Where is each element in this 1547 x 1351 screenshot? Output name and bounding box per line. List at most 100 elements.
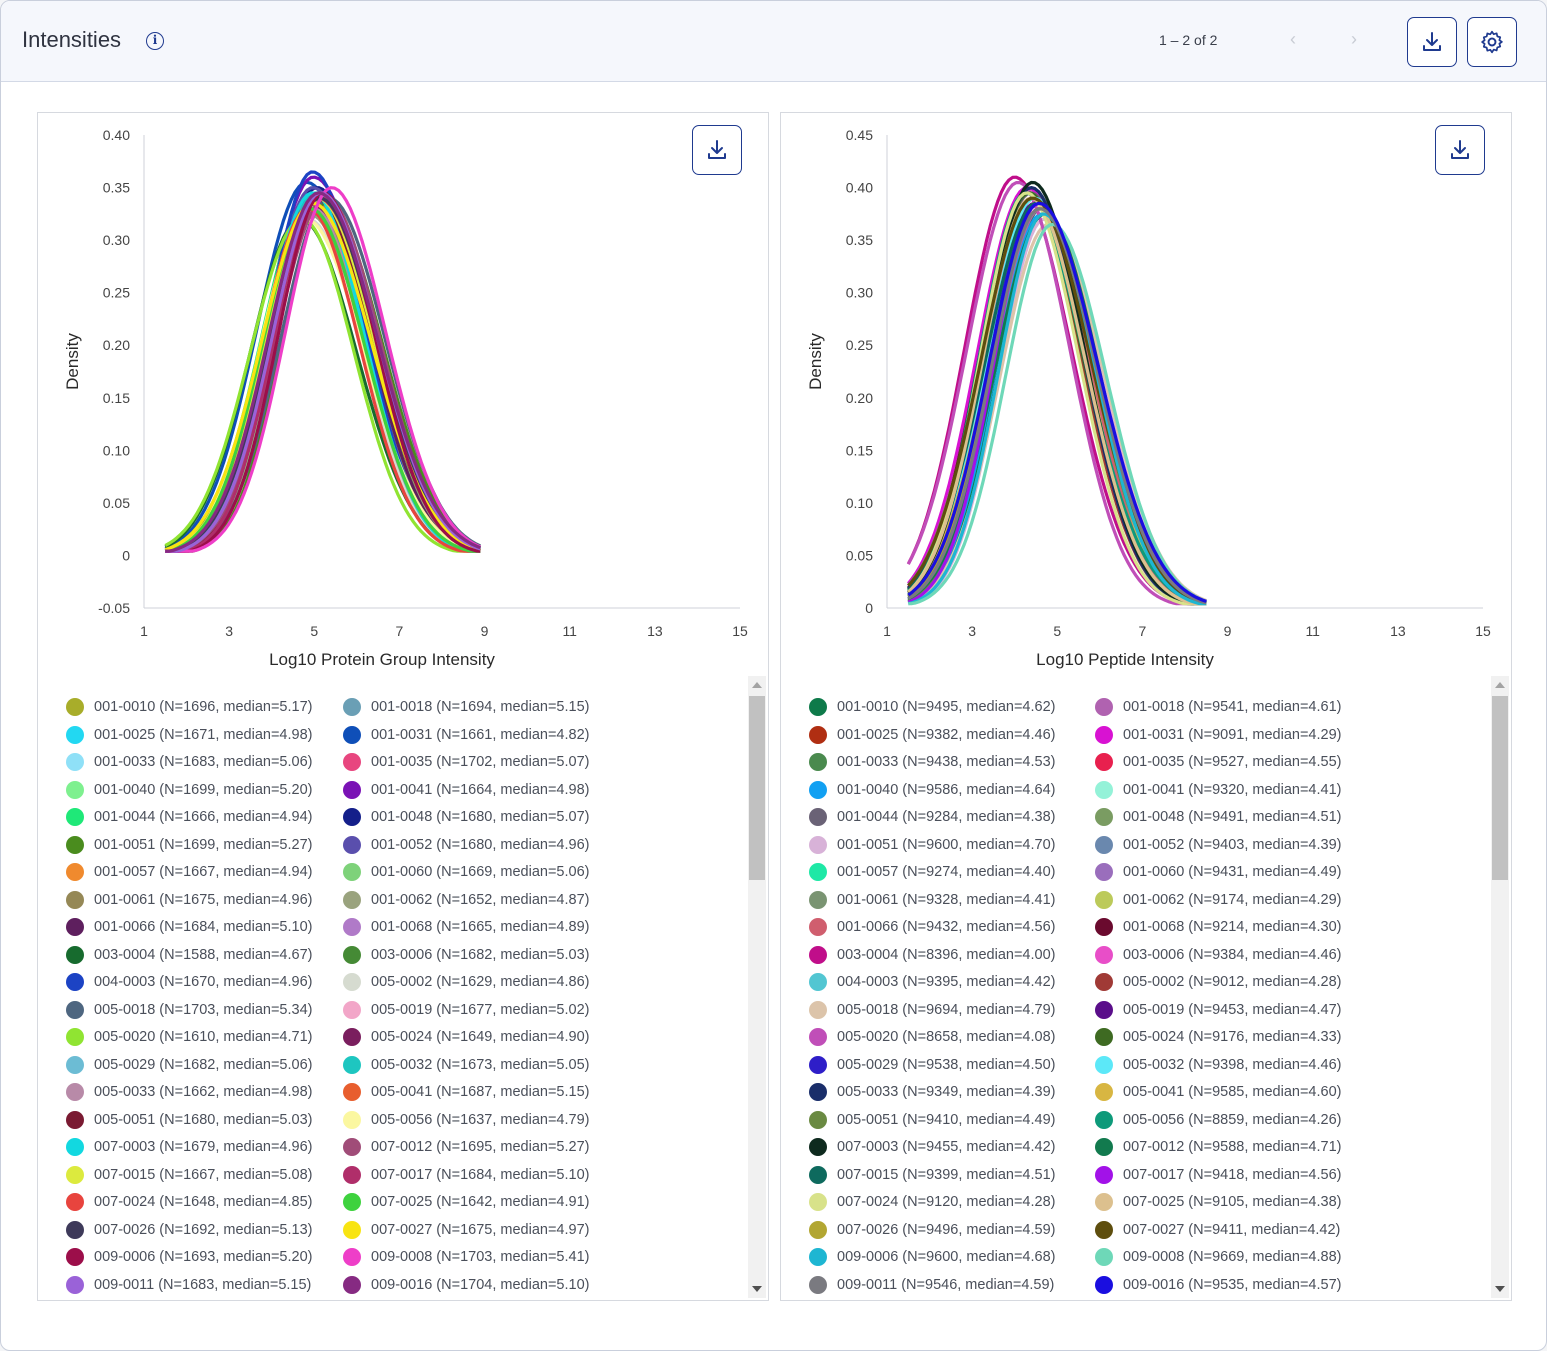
legend-item[interactable]: 004-0003 (N=1670, median=4.96): [66, 971, 312, 993]
legend-item[interactable]: 001-0057 (N=1667, median=4.94): [66, 861, 312, 883]
legend-item[interactable]: 009-0006 (N=9600, median=4.68): [809, 1246, 1055, 1268]
legend-item[interactable]: 009-0006 (N=1693, median=5.20): [66, 1246, 312, 1268]
legend-item[interactable]: 001-0031 (N=9091, median=4.29): [1095, 724, 1341, 746]
legend-item[interactable]: 009-0008 (N=9669, median=4.88): [1095, 1246, 1341, 1268]
legend-item[interactable]: 001-0062 (N=9174, median=4.29): [1095, 889, 1341, 911]
series-line[interactable]: [907, 207, 1207, 605]
legend-item[interactable]: 001-0048 (N=9491, median=4.51): [1095, 806, 1341, 828]
legend-item[interactable]: 005-0020 (N=1610, median=4.71): [66, 1026, 312, 1048]
series-line[interactable]: [906, 181, 1207, 606]
legend-item[interactable]: 007-0017 (N=9418, median=4.56): [1095, 1164, 1341, 1186]
legend-item[interactable]: 005-0019 (N=9453, median=4.47): [1095, 999, 1341, 1021]
legend-item[interactable]: 003-0006 (N=1682, median=5.03): [343, 944, 589, 966]
legend-item[interactable]: 007-0015 (N=9399, median=4.51): [809, 1164, 1055, 1186]
legend-item[interactable]: 001-0068 (N=1665, median=4.89): [343, 916, 589, 938]
legend-item[interactable]: 009-0016 (N=1704, median=5.10): [343, 1274, 589, 1296]
legend-item[interactable]: 001-0018 (N=9541, median=4.61): [1095, 696, 1341, 718]
legend-item[interactable]: 003-0004 (N=8396, median=4.00): [809, 944, 1055, 966]
series-line[interactable]: [907, 196, 1207, 605]
legend-item[interactable]: 001-0062 (N=1652, median=4.87): [343, 889, 589, 911]
legend-item[interactable]: 005-0033 (N=1662, median=4.98): [66, 1081, 312, 1103]
legend-item[interactable]: 005-0033 (N=9349, median=4.39): [809, 1081, 1055, 1103]
legend-item[interactable]: 001-0040 (N=1699, median=5.20): [66, 779, 312, 801]
legend-item[interactable]: 001-0025 (N=9382, median=4.46): [809, 724, 1055, 746]
legend-item[interactable]: 007-0012 (N=1695, median=5.27): [343, 1136, 589, 1158]
legend-item[interactable]: 001-0061 (N=1675, median=4.96): [66, 889, 312, 911]
legend-item[interactable]: 001-0033 (N=9438, median=4.53): [809, 751, 1055, 773]
series-line[interactable]: [164, 217, 481, 553]
legend-item[interactable]: 005-0019 (N=1677, median=5.02): [343, 999, 589, 1021]
legend-item[interactable]: 001-0041 (N=9320, median=4.41): [1095, 779, 1341, 801]
series-line[interactable]: [165, 207, 481, 553]
legend-item[interactable]: 005-0041 (N=9585, median=4.60): [1095, 1081, 1341, 1103]
legend-item[interactable]: 001-0033 (N=1683, median=5.06): [66, 751, 312, 773]
legend-item[interactable]: 001-0044 (N=9284, median=4.38): [809, 806, 1055, 828]
legend-scrollbar[interactable]: [1491, 676, 1509, 1298]
legend-item[interactable]: 007-0015 (N=1667, median=5.08): [66, 1164, 312, 1186]
legend-item[interactable]: 007-0024 (N=9120, median=4.28): [809, 1191, 1055, 1213]
series-line[interactable]: [165, 191, 481, 553]
scroll-thumb[interactable]: [749, 696, 765, 880]
legend-item[interactable]: 001-0052 (N=9403, median=4.39): [1095, 834, 1341, 856]
legend-item[interactable]: 001-0060 (N=1669, median=5.06): [343, 861, 589, 883]
legend-item[interactable]: 004-0003 (N=9395, median=4.42): [809, 971, 1055, 993]
legend-item[interactable]: 005-0032 (N=9398, median=4.46): [1095, 1054, 1341, 1076]
legend-item[interactable]: 005-0020 (N=8658, median=4.08): [809, 1026, 1055, 1048]
legend-item[interactable]: 007-0027 (N=9411, median=4.42): [1095, 1219, 1340, 1241]
scroll-up-arrow[interactable]: [1495, 682, 1505, 688]
legend-item[interactable]: 007-0017 (N=1684, median=5.10): [343, 1164, 589, 1186]
download-chart-button[interactable]: [1435, 125, 1485, 175]
legend-item[interactable]: 007-0025 (N=9105, median=4.38): [1095, 1191, 1341, 1213]
legend-item[interactable]: 005-0051 (N=9410, median=4.49): [809, 1109, 1055, 1131]
legend-item[interactable]: 001-0035 (N=1702, median=5.07): [343, 751, 589, 773]
legend-item[interactable]: 007-0003 (N=9455, median=4.42): [809, 1136, 1055, 1158]
legend-item[interactable]: 001-0060 (N=9431, median=4.49): [1095, 861, 1341, 883]
legend-item[interactable]: 001-0025 (N=1671, median=4.98): [66, 724, 312, 746]
legend-scrollbar[interactable]: [748, 676, 766, 1298]
legend-item[interactable]: 007-0003 (N=1679, median=4.96): [66, 1136, 312, 1158]
legend-item[interactable]: 001-0061 (N=9328, median=4.41): [809, 889, 1055, 911]
legend-item[interactable]: 001-0018 (N=1694, median=5.15): [343, 696, 589, 718]
legend-item[interactable]: 007-0024 (N=1648, median=4.85): [66, 1191, 312, 1213]
legend-item[interactable]: 001-0031 (N=1661, median=4.82): [343, 724, 589, 746]
series-line[interactable]: [907, 201, 1207, 603]
legend-item[interactable]: 005-0024 (N=1649, median=4.90): [343, 1026, 589, 1048]
download-chart-button[interactable]: [692, 125, 742, 175]
legend-item[interactable]: 001-0035 (N=9527, median=4.55): [1095, 751, 1341, 773]
legend-item[interactable]: 005-0029 (N=9538, median=4.50): [809, 1054, 1055, 1076]
legend-item[interactable]: 001-0057 (N=9274, median=4.40): [809, 861, 1055, 883]
legend-item[interactable]: 005-0056 (N=1637, median=4.79): [343, 1109, 589, 1131]
legend-item[interactable]: 007-0026 (N=1692, median=5.13): [66, 1219, 312, 1241]
legend-item[interactable]: 001-0048 (N=1680, median=5.07): [343, 806, 589, 828]
legend-item[interactable]: 001-0010 (N=9495, median=4.62): [809, 696, 1055, 718]
legend-item[interactable]: 005-0051 (N=1680, median=5.03): [66, 1109, 312, 1131]
legend-item[interactable]: 009-0011 (N=9546, median=4.59): [809, 1274, 1054, 1296]
legend-item[interactable]: 001-0052 (N=1680, median=4.96): [343, 834, 589, 856]
scroll-down-arrow[interactable]: [1495, 1286, 1505, 1292]
legend-item[interactable]: 009-0008 (N=1703, median=5.41): [343, 1246, 589, 1268]
legend-item[interactable]: 005-0056 (N=8859, median=4.26): [1095, 1109, 1341, 1131]
legend-item[interactable]: 001-0051 (N=9600, median=4.70): [809, 834, 1055, 856]
info-icon[interactable]: i: [146, 32, 164, 50]
legend-item[interactable]: 001-0066 (N=1684, median=5.10): [66, 916, 312, 938]
legend-item[interactable]: 007-0027 (N=1675, median=4.97): [343, 1219, 589, 1241]
legend-item[interactable]: 003-0004 (N=1588, median=4.67): [66, 944, 312, 966]
series-line[interactable]: [165, 201, 481, 553]
legend-item[interactable]: 001-0044 (N=1666, median=4.94): [66, 806, 312, 828]
legend-item[interactable]: 001-0040 (N=9586, median=4.64): [809, 779, 1055, 801]
legend-item[interactable]: 007-0012 (N=9588, median=4.71): [1095, 1136, 1341, 1158]
scroll-thumb[interactable]: [1492, 696, 1508, 880]
chevron-left-icon[interactable]: ‹: [1290, 29, 1296, 49]
legend-item[interactable]: 005-0002 (N=9012, median=4.28): [1095, 971, 1341, 993]
legend-item[interactable]: 005-0041 (N=1687, median=5.15): [343, 1081, 589, 1103]
legend-item[interactable]: 001-0051 (N=1699, median=5.27): [66, 834, 312, 856]
legend-item[interactable]: 007-0025 (N=1642, median=4.91): [343, 1191, 589, 1213]
legend-item[interactable]: 005-0018 (N=1703, median=5.34): [66, 999, 312, 1021]
legend-item[interactable]: 001-0010 (N=1696, median=5.17): [66, 696, 312, 718]
series-line[interactable]: [164, 201, 481, 552]
legend-item[interactable]: 005-0029 (N=1682, median=5.06): [66, 1054, 312, 1076]
legend-item[interactable]: 003-0006 (N=9384, median=4.46): [1095, 944, 1341, 966]
legend-item[interactable]: 001-0041 (N=1664, median=4.98): [343, 779, 589, 801]
settings-button[interactable]: [1467, 17, 1517, 67]
series-line[interactable]: [907, 196, 1207, 606]
